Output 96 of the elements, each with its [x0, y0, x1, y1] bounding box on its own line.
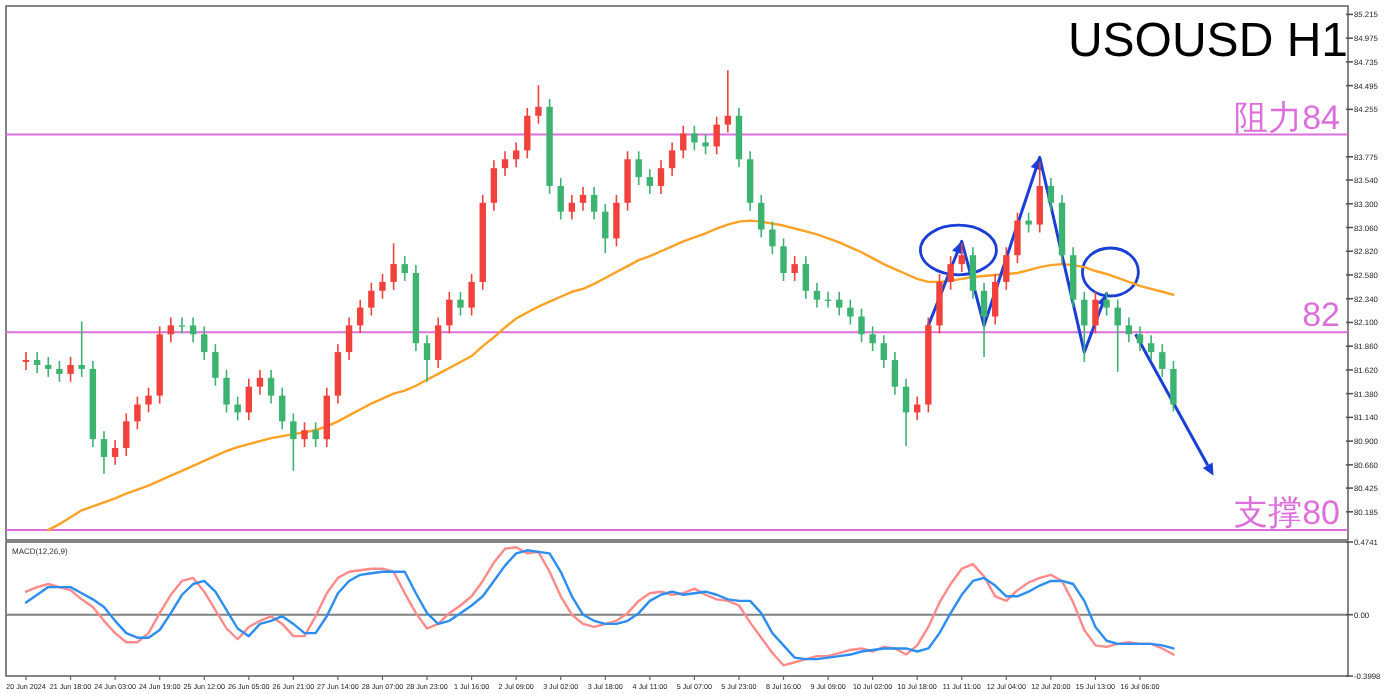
candlestick	[1014, 211, 1021, 264]
candlestick	[1125, 316, 1133, 344]
candlestick	[134, 395, 141, 431]
candlestick	[579, 186, 587, 212]
candlestick	[980, 282, 988, 358]
candlestick	[100, 430, 108, 475]
candlestick	[312, 421, 319, 448]
candlestick	[936, 273, 943, 335]
candlestick	[145, 386, 152, 414]
candlestick	[245, 378, 252, 422]
candlestick	[1170, 360, 1177, 413]
candlestick	[858, 307, 865, 344]
candlestick	[512, 141, 520, 168]
candlestick	[891, 351, 899, 396]
candlestick	[234, 395, 241, 422]
ref-line-label: 支撑80	[1234, 494, 1340, 533]
candlestick	[602, 202, 609, 255]
candlestick	[724, 69, 732, 134]
candlestick	[1025, 211, 1032, 234]
candlestick	[780, 237, 787, 282]
candlestick	[267, 369, 275, 405]
candlestick	[345, 316, 353, 361]
candlestick	[1069, 246, 1077, 309]
candlestick	[457, 290, 464, 317]
candlestick	[1036, 161, 1043, 234]
candlestick	[33, 351, 41, 374]
candlestick	[691, 124, 698, 152]
candlestick	[45, 356, 52, 378]
candlestick	[746, 150, 754, 212]
candlestick	[969, 246, 977, 300]
candlestick	[67, 356, 74, 383]
candlestick	[390, 242, 397, 291]
candlestick	[1081, 290, 1088, 363]
candlestick	[1147, 334, 1155, 361]
candlestick	[802, 255, 809, 300]
candlestick	[880, 334, 887, 369]
candlestick	[167, 316, 175, 344]
candlestick	[568, 194, 576, 221]
candlestick	[836, 290, 843, 317]
candlestick	[78, 320, 85, 378]
candlestick	[947, 255, 954, 291]
ref-line-label: 82	[1302, 296, 1340, 335]
candlestick	[323, 386, 330, 448]
candlestick	[446, 290, 453, 335]
candlestick	[212, 343, 219, 387]
ref-line-label: 阻力84	[1234, 98, 1340, 137]
candlestick	[958, 242, 965, 273]
candlestick	[646, 168, 654, 195]
candlestick	[434, 316, 442, 369]
candlestick	[635, 150, 642, 186]
candlestick	[1159, 343, 1166, 378]
candlestick	[22, 351, 30, 371]
candlestick	[668, 141, 676, 177]
candlestick	[401, 255, 408, 282]
candlestick	[1092, 290, 1099, 335]
candlestick	[223, 369, 230, 414]
candlestick	[713, 115, 720, 156]
candlestick	[735, 107, 743, 168]
candlestick	[290, 412, 297, 472]
candlestick	[490, 159, 498, 212]
candlestick	[791, 255, 798, 282]
candlestick	[702, 133, 709, 156]
candlestick	[301, 421, 308, 448]
candlestick	[279, 386, 286, 431]
candlestick	[334, 343, 342, 405]
candlestick	[869, 325, 876, 352]
candlestick	[368, 282, 375, 317]
candlestick	[111, 439, 119, 466]
candlestick	[1103, 290, 1110, 317]
candlestick	[256, 369, 264, 396]
candlestick	[189, 316, 197, 344]
candlestick	[758, 194, 765, 239]
candlestick	[813, 282, 821, 309]
candlestick	[991, 273, 999, 326]
candlestick	[590, 186, 598, 221]
candlestick	[468, 273, 475, 317]
candlestick	[902, 378, 910, 447]
candlestick	[379, 273, 386, 300]
candlestick	[847, 298, 854, 326]
candlestick	[423, 334, 431, 383]
candlestick	[56, 360, 63, 383]
candlestick	[557, 177, 564, 221]
candlestick	[501, 150, 509, 177]
candlestick	[178, 316, 186, 335]
candlestick	[1136, 325, 1144, 352]
candlestick	[657, 159, 665, 195]
candlestick	[123, 412, 130, 457]
candlestick	[613, 194, 620, 248]
candlestick	[1047, 177, 1055, 212]
chart-title: USOUSD H1	[1067, 14, 1348, 68]
candlestick	[524, 107, 531, 160]
candlestick	[535, 84, 542, 125]
candlestick	[769, 220, 776, 256]
candlestick	[201, 325, 208, 361]
candlestick	[1003, 246, 1010, 291]
candlestick	[624, 150, 631, 212]
